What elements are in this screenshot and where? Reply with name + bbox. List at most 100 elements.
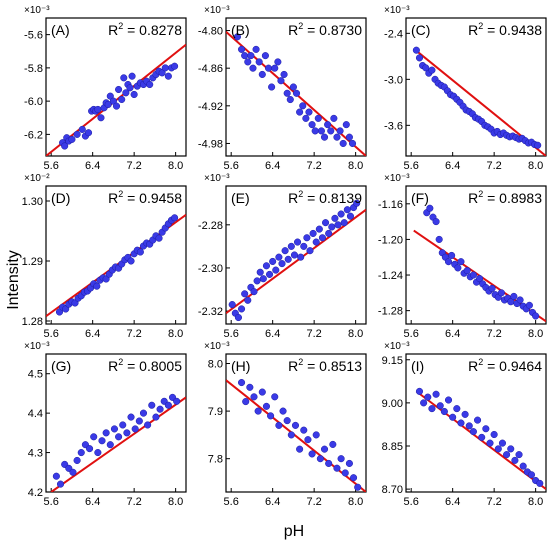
panel-h: 5.6 6.4 7.2 8.0 8.0 7.9 7.8 ×10⁻³(H) R2 = 0.8513: [204, 341, 367, 508]
plot-frame: [405, 17, 547, 157]
data-point: [283, 417, 291, 425]
data-point: [253, 277, 261, 285]
data-layer: [415, 387, 546, 490]
x-tick-label: 7.2: [486, 328, 501, 340]
x-tick-label: 5.6: [404, 496, 419, 508]
data-point: [104, 100, 112, 109]
plot-frame: [45, 17, 187, 157]
x-tick-label: 5.6: [44, 496, 59, 508]
data-layer: [226, 199, 366, 322]
data-point: [328, 223, 336, 231]
x-tick-label: 5.6: [224, 160, 239, 172]
y-tick-label: -5.6: [24, 30, 43, 42]
data-point: [281, 247, 289, 255]
data-point: [308, 121, 316, 129]
data-point: [333, 133, 341, 141]
plot-frame: [405, 353, 547, 493]
plot-frame: [45, 353, 187, 493]
y-tick-label: -6.2: [24, 129, 43, 141]
data-point: [284, 255, 292, 263]
data-point: [412, 46, 420, 54]
data-point: [515, 451, 523, 459]
data-point: [527, 471, 536, 479]
y-tick-label: -1.24: [378, 270, 403, 282]
r-squared-label: R2 = 0.8005: [108, 357, 182, 374]
data-point: [287, 431, 295, 439]
panel-label: (C): [411, 22, 430, 38]
data-point: [250, 288, 258, 296]
data-point: [246, 383, 254, 391]
data-point: [314, 114, 322, 122]
data-point: [519, 462, 527, 470]
data-point: [320, 445, 329, 453]
data-point: [316, 455, 324, 463]
data-point: [435, 235, 443, 243]
data-point: [340, 219, 348, 227]
data-point: [312, 238, 320, 246]
data-point: [242, 398, 250, 406]
x-tick-label: 8.0: [348, 328, 363, 340]
data-point: [256, 268, 264, 276]
data-point: [302, 114, 310, 122]
data-point: [130, 90, 138, 99]
data-point: [300, 242, 308, 250]
data-point: [289, 83, 297, 91]
data-point: [171, 214, 179, 222]
y-tick-label: 4.4: [28, 408, 43, 420]
data-point: [532, 312, 540, 320]
plot-frame: [225, 185, 367, 325]
fit-line: [50, 396, 186, 492]
data-layer: [412, 46, 546, 156]
y-tick-label: 8.70: [382, 484, 403, 496]
data-point: [94, 105, 102, 113]
data-point: [122, 89, 130, 97]
data-point: [490, 430, 498, 439]
y-tick-label: 8.0: [208, 359, 223, 371]
y-tick-label: 9.15: [382, 355, 403, 367]
data-point: [68, 135, 76, 143]
x-tick-label: 7.2: [486, 496, 501, 508]
data-point: [275, 421, 283, 429]
data-point: [440, 407, 448, 416]
y-tick-label: 9.00: [382, 398, 403, 410]
y-tick-label: 1.28: [22, 316, 43, 328]
data-point: [463, 267, 471, 275]
data-point: [56, 480, 65, 488]
data-point: [457, 258, 465, 266]
x-tick-label: 6.4: [265, 160, 280, 172]
data-point: [320, 133, 329, 141]
data-point: [341, 469, 349, 477]
data-point: [516, 296, 524, 304]
r-squared-value: = 0.8278: [123, 22, 182, 38]
data-point: [98, 437, 106, 445]
y-tick-label: -1.16: [378, 199, 403, 211]
data-layer: [226, 31, 366, 156]
y-tick-label: 1.30: [22, 196, 43, 208]
data-point: [453, 405, 461, 413]
data-point: [315, 225, 323, 233]
x-tick-label: 5.6: [404, 328, 419, 340]
data-point: [115, 85, 123, 94]
data-point: [161, 64, 169, 72]
r-squared-label: R2 = 0.9458: [108, 189, 182, 206]
data-point: [173, 397, 181, 405]
panel-b: 5.6 6.4 7.2 8.0 -4.80 -4.86 -4.92 -4.98 ×10⁻³(B)…: [198, 5, 367, 172]
axis-exponent: ×10⁻³: [204, 341, 230, 352]
data-point: [465, 422, 473, 430]
panel-e: 5.6 6.4 7.2 8.0 -2.28 -2.30 -2.32 ×10⁻³(E) R2 = …: [198, 173, 367, 340]
data-point: [507, 445, 515, 453]
data-point: [262, 262, 270, 270]
data-point: [139, 409, 148, 417]
data-point: [94, 449, 102, 457]
r-squared-label: R2 = 0.9464: [468, 357, 542, 374]
data-point: [478, 433, 486, 441]
data-point: [164, 401, 172, 409]
panel-label: (B): [231, 22, 250, 38]
r-squared-value: = 0.8139: [303, 190, 362, 206]
data-point: [271, 393, 279, 401]
r-squared-value: = 0.9458: [123, 190, 182, 206]
x-tick-label: 8.0: [528, 160, 543, 172]
data-layer: [413, 204, 546, 323]
r-squared-value: = 0.8005: [123, 358, 182, 374]
y-tick-label: 7.8: [208, 454, 223, 466]
